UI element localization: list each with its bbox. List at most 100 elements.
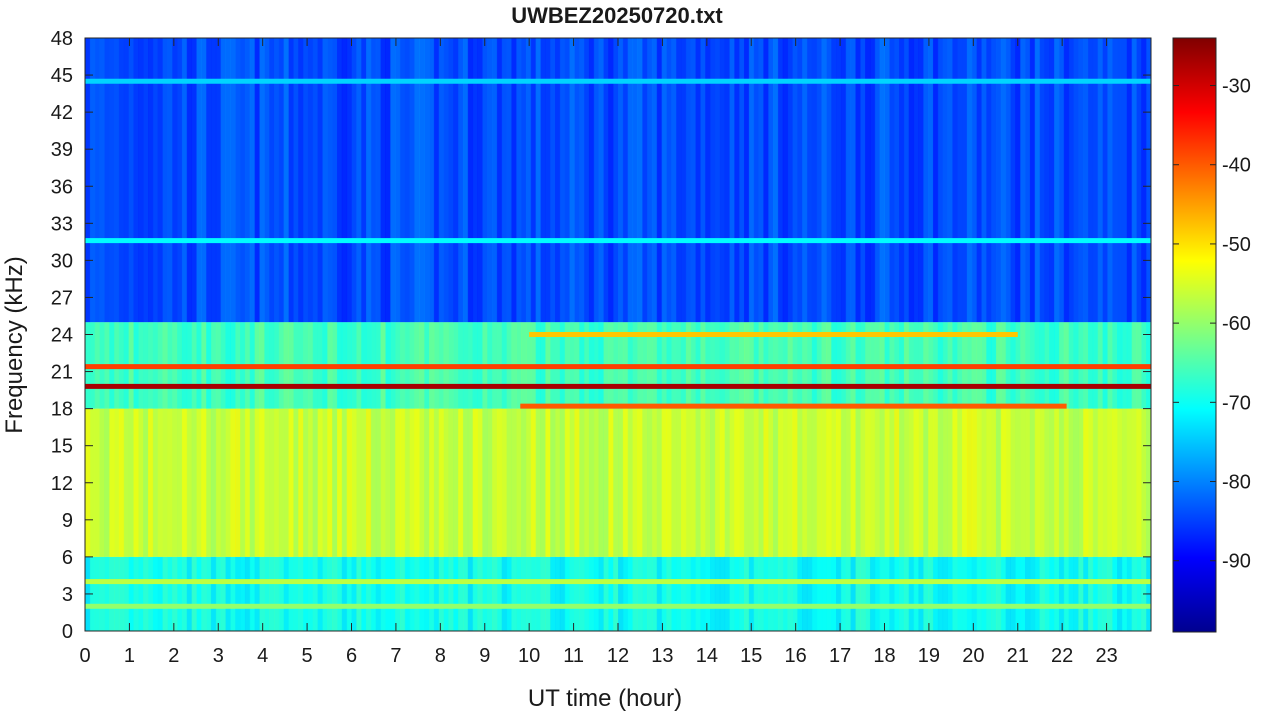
texture-cell bbox=[380, 556, 386, 631]
x-tick-label: 2 bbox=[168, 645, 179, 667]
y-tick-label: 3 bbox=[62, 584, 73, 606]
texture-cell bbox=[472, 38, 478, 323]
texture-cell bbox=[273, 38, 280, 323]
texture-cell bbox=[884, 408, 890, 557]
texture-cell bbox=[210, 408, 217, 557]
texture-cell bbox=[1039, 408, 1045, 557]
texture-cell bbox=[719, 38, 726, 323]
y-tick-label: 30 bbox=[51, 250, 73, 272]
signal-line bbox=[85, 364, 1151, 370]
texture-cell bbox=[390, 38, 396, 323]
texture-cell bbox=[230, 408, 236, 557]
texture-cell bbox=[593, 556, 600, 631]
texture-cell bbox=[152, 408, 159, 557]
texture-cell bbox=[521, 38, 527, 323]
texture-cell bbox=[419, 408, 425, 557]
texture-cell bbox=[89, 38, 96, 323]
x-tick-label: 10 bbox=[518, 645, 540, 667]
texture-cell bbox=[356, 38, 362, 323]
texture-cell bbox=[1049, 408, 1055, 557]
texture-cell bbox=[264, 556, 270, 631]
texture-cell bbox=[143, 556, 149, 631]
texture-cell bbox=[802, 408, 808, 557]
x-tick-label: 0 bbox=[79, 645, 90, 667]
texture-cell bbox=[952, 408, 958, 557]
texture-cell bbox=[685, 556, 692, 631]
texture-cell bbox=[104, 408, 110, 557]
texture-cell bbox=[298, 408, 304, 557]
texture-cell bbox=[288, 38, 294, 323]
texture-cell bbox=[1010, 408, 1016, 557]
texture-cell bbox=[404, 38, 411, 323]
texture-cell bbox=[1063, 408, 1070, 557]
texture-cell bbox=[884, 556, 890, 631]
texture-cell bbox=[1039, 556, 1045, 631]
texture-cell bbox=[1058, 556, 1065, 631]
texture-cell bbox=[307, 556, 314, 631]
texture-cell bbox=[564, 408, 571, 557]
texture-cell bbox=[375, 38, 382, 323]
texture-cell bbox=[899, 408, 905, 557]
texture-cell bbox=[1083, 408, 1089, 557]
signal-line bbox=[85, 579, 1151, 585]
texture-cell bbox=[1025, 556, 1031, 631]
texture-cell bbox=[995, 408, 1002, 557]
texture-cell bbox=[850, 408, 856, 557]
texture-cell bbox=[763, 38, 769, 323]
texture-cell bbox=[85, 38, 91, 323]
texture-cell bbox=[651, 556, 658, 631]
texture-cell bbox=[1088, 556, 1094, 631]
signal-line bbox=[85, 383, 1151, 389]
texture-cell bbox=[332, 38, 338, 323]
texture-cell bbox=[191, 408, 197, 557]
texture-cell bbox=[559, 556, 566, 631]
texture-cell bbox=[157, 38, 164, 323]
x-tick-label: 3 bbox=[213, 645, 224, 667]
texture-cell bbox=[1058, 38, 1065, 323]
x-tick-label: 5 bbox=[302, 645, 313, 667]
texture-cell bbox=[535, 556, 541, 631]
texture-cell bbox=[303, 38, 309, 323]
texture-cell bbox=[879, 556, 885, 631]
texture-cell bbox=[937, 408, 944, 557]
texture-cell bbox=[874, 38, 881, 323]
texture-cell bbox=[191, 38, 197, 323]
texture-cell bbox=[1039, 38, 1045, 323]
texture-cell bbox=[613, 408, 619, 557]
texture-cell bbox=[966, 38, 973, 323]
texture-cell bbox=[981, 556, 987, 631]
texture-cell bbox=[676, 38, 682, 323]
texture-cell bbox=[366, 38, 372, 323]
texture-cell bbox=[307, 408, 314, 557]
texture-cell bbox=[472, 556, 478, 631]
texture-cell bbox=[506, 556, 512, 631]
texture-cell bbox=[695, 408, 701, 557]
texture-cell bbox=[264, 38, 270, 323]
texture-cell bbox=[244, 38, 251, 323]
texture-cell bbox=[472, 408, 478, 557]
texture-cell bbox=[312, 556, 319, 631]
signal-line bbox=[85, 603, 1151, 609]
texture-cell bbox=[346, 38, 352, 323]
y-tick-label: 6 bbox=[62, 547, 73, 569]
texture-cell bbox=[356, 556, 362, 631]
colorbar-gradient bbox=[1172, 37, 1217, 633]
texture-cell bbox=[516, 556, 522, 631]
texture-cell bbox=[908, 38, 915, 323]
texture-cell bbox=[273, 556, 280, 631]
texture-cell bbox=[346, 408, 352, 557]
texture-cell bbox=[700, 38, 706, 323]
texture-cell bbox=[1000, 408, 1007, 557]
texture-cell bbox=[341, 556, 348, 631]
x-tick-label: 4 bbox=[257, 645, 268, 667]
x-tick-label: 21 bbox=[1007, 645, 1029, 667]
texture-cell bbox=[792, 408, 798, 557]
texture-cell bbox=[443, 38, 449, 323]
texture-cell bbox=[773, 38, 779, 323]
texture-cell bbox=[254, 38, 260, 323]
texture-cell bbox=[1083, 556, 1089, 631]
texture-cell bbox=[303, 408, 309, 557]
texture-cell bbox=[201, 38, 207, 323]
y-tick-label: 39 bbox=[51, 139, 73, 161]
